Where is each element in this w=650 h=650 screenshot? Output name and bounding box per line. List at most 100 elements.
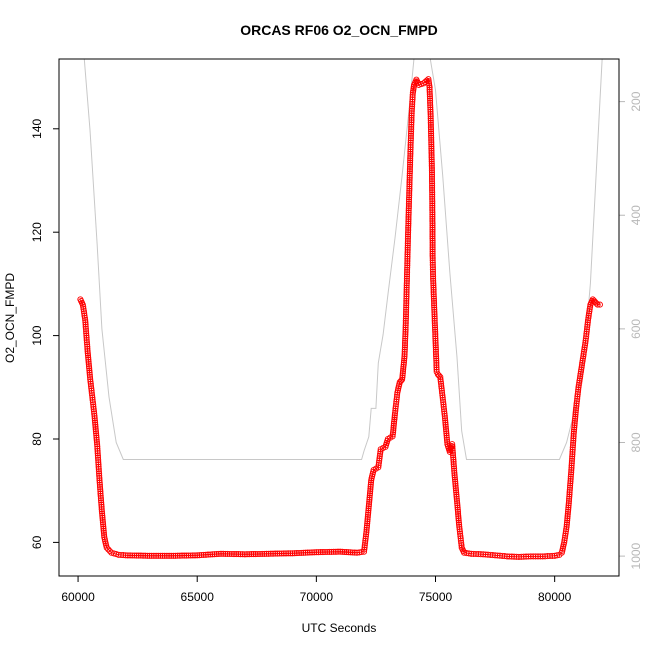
data-point	[432, 328, 439, 335]
data-point	[429, 193, 436, 200]
data-point	[458, 539, 465, 547]
data-point	[426, 88, 433, 95]
data-point	[439, 392, 446, 399]
data-point	[450, 454, 457, 461]
data-point	[274, 550, 281, 557]
data-point	[365, 501, 373, 508]
data-point	[94, 454, 102, 461]
data-point	[276, 550, 283, 557]
data-point	[364, 511, 372, 518]
data-point	[428, 149, 435, 156]
data-point	[248, 551, 255, 558]
data-point	[569, 455, 576, 462]
data-point	[402, 315, 409, 322]
data-point	[100, 527, 107, 534]
data-point	[429, 180, 436, 187]
data-point	[313, 549, 320, 556]
data-point	[571, 426, 578, 433]
data-point	[405, 229, 412, 236]
data-point	[85, 356, 92, 363]
data-point	[562, 530, 569, 537]
x-tick-label: 80000	[538, 590, 572, 604]
data-point	[89, 399, 96, 406]
secondary-series-line	[83, 59, 603, 460]
data-point	[404, 240, 411, 247]
data-point	[562, 528, 569, 535]
data-point	[402, 331, 409, 338]
data-point	[453, 491, 460, 498]
data-point	[571, 417, 578, 424]
data-point	[390, 424, 397, 431]
data-point	[405, 220, 412, 227]
data-point	[81, 314, 88, 321]
data-point	[406, 170, 413, 177]
data-point	[457, 537, 464, 544]
data-point	[90, 401, 97, 408]
data-point	[391, 410, 399, 417]
data-point	[468, 550, 475, 557]
data-point	[440, 401, 447, 408]
data-point	[431, 311, 438, 318]
data-point	[427, 110, 434, 118]
plot-area	[77, 59, 603, 560]
data-point	[429, 244, 436, 251]
data-point	[397, 377, 405, 384]
data-point	[456, 521, 463, 528]
data-point	[573, 402, 580, 409]
data-point	[83, 334, 90, 341]
data-point	[428, 162, 435, 169]
data-point	[564, 517, 571, 524]
data-point	[407, 148, 414, 155]
data-point	[393, 394, 400, 401]
data-point	[399, 370, 406, 377]
data-point	[404, 231, 412, 238]
data-point	[362, 537, 369, 544]
data-point	[153, 552, 160, 559]
data-point	[406, 183, 413, 190]
data-point	[429, 198, 436, 205]
data-point	[364, 518, 371, 525]
data-point	[406, 166, 413, 173]
data-point	[394, 391, 401, 398]
data-point	[454, 500, 461, 507]
data-point	[429, 271, 437, 278]
data-point	[122, 552, 129, 559]
data-point	[96, 470, 103, 477]
data-point	[431, 302, 438, 309]
data-point	[97, 490, 104, 497]
data-point	[537, 553, 544, 560]
y-axis-label: O2_OCN_FMPD	[3, 273, 17, 363]
x-tick-label: 70000	[300, 590, 334, 604]
data-point	[441, 412, 448, 420]
data-point	[584, 319, 591, 326]
data-point	[578, 362, 585, 369]
data-point	[428, 160, 435, 167]
data-point	[174, 552, 181, 559]
data-point	[337, 548, 344, 555]
data-point	[402, 319, 409, 327]
data-point	[579, 359, 586, 366]
data-point	[407, 159, 414, 166]
data-point	[429, 213, 436, 220]
data-point	[100, 523, 107, 530]
data-point	[401, 351, 408, 358]
data-point	[563, 523, 570, 530]
data-point	[585, 312, 592, 319]
data-point	[570, 439, 577, 446]
data-point	[91, 412, 98, 420]
data-point	[565, 497, 573, 505]
data-point	[91, 415, 98, 422]
data-point	[430, 297, 438, 304]
data-point	[582, 335, 589, 342]
data-point	[391, 414, 398, 421]
data-point	[431, 315, 438, 322]
data-point	[571, 422, 578, 429]
data-point	[389, 431, 396, 438]
data-point	[567, 482, 574, 489]
data-point	[321, 548, 329, 556]
data-point	[573, 398, 580, 405]
data-point	[265, 550, 272, 557]
data-point	[584, 317, 592, 324]
data-point	[363, 531, 370, 538]
